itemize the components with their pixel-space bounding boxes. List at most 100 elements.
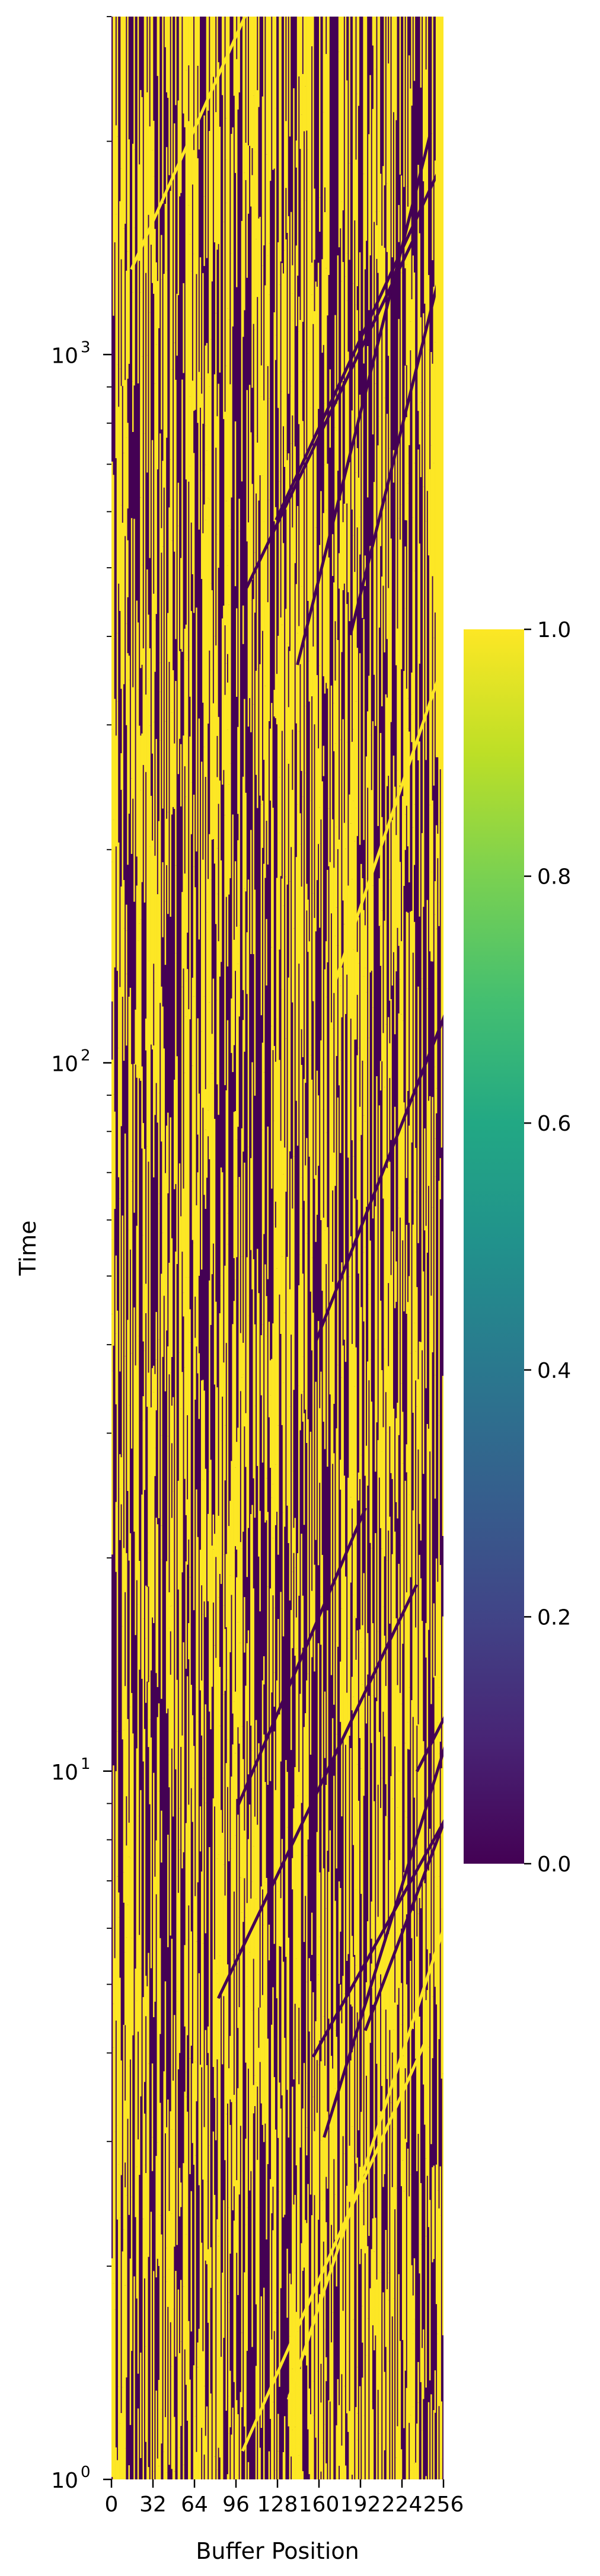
heatmap-cell: [238, 1588, 240, 1643]
heatmap-cell: [334, 2030, 336, 2089]
heatmap-cell: [372, 1924, 374, 2005]
heatmap-cell: [325, 2463, 327, 2479]
heatmap-cell: [275, 1790, 277, 1881]
heatmap-cell: [211, 1545, 213, 1687]
heatmap-cell: [394, 1707, 396, 1747]
heatmap-cell: [238, 1272, 240, 1443]
heatmap-cell: [320, 491, 322, 553]
heatmap-cell: [381, 1778, 383, 2009]
heatmap-cell: [389, 17, 391, 275]
heatmap-cell: [296, 804, 299, 1070]
heatmap-cell: [404, 1480, 406, 1743]
heatmap-cell: [398, 430, 400, 519]
heatmap-cell: [371, 1901, 372, 1939]
heatmap-cell: [333, 868, 335, 993]
heatmap-cell: [304, 86, 307, 201]
heatmap-cell: [232, 1324, 234, 1521]
heatmap-cell: [272, 1323, 274, 1484]
heatmap-cell: [356, 1055, 358, 1200]
heatmap-cell: [308, 440, 310, 661]
heatmap-cell: [153, 1365, 155, 1393]
heatmap-cell: [151, 2063, 154, 2137]
heatmap-cell: [188, 1277, 190, 1540]
x-tick-label: 96: [222, 2492, 250, 2517]
heatmap-streak: [275, 156, 443, 521]
heatmap-cell: [321, 1775, 323, 1821]
heatmap-cell: [325, 2222, 327, 2286]
heatmap-cell: [241, 1949, 243, 2171]
heatmap-cell: [162, 460, 164, 547]
heatmap-cell: [421, 1621, 423, 1883]
heatmap-cell: [312, 2381, 314, 2416]
heatmap-cell: [161, 1273, 162, 1436]
heatmap-cell: [410, 1961, 411, 2175]
heatmap-cell: [234, 1467, 237, 1547]
heatmap-cell: [124, 2448, 126, 2479]
heatmap-cell: [336, 827, 337, 908]
heatmap-cell: [224, 1425, 226, 1481]
heatmap-cell: [413, 571, 416, 805]
heatmap-cell: [298, 2455, 300, 2479]
x-tick-label: 160: [299, 2492, 340, 2517]
heatmap-cell: [286, 2248, 288, 2318]
heatmap-cell: [347, 1996, 349, 2210]
heatmap-cell: [209, 1847, 210, 2092]
heatmap-cell: [122, 17, 123, 270]
heatmap-cell: [181, 892, 183, 987]
heatmap-cell: [306, 1855, 308, 1982]
heatmap-cell: [192, 17, 194, 185]
heatmap-cell: [251, 2010, 253, 2178]
heatmap-cell: [150, 795, 152, 1045]
heatmap-cell: [122, 1626, 123, 1740]
heatmap-cell: [226, 1553, 229, 1680]
heatmap-cell: [366, 1361, 369, 1486]
heatmap-cell: [223, 1605, 225, 1695]
heatmap-cell: [240, 1542, 242, 1643]
heatmap-cell: [407, 483, 409, 699]
heatmap-cell: [406, 911, 408, 1178]
heatmap-cell: [331, 819, 334, 1029]
heatmap-cell: [283, 2416, 286, 2479]
heatmap-cell: [253, 95, 254, 324]
heatmap-cell: [395, 447, 397, 665]
heatmap-cell: [259, 216, 261, 475]
heatmap-cell: [340, 2371, 342, 2479]
heatmap-cell: [346, 253, 348, 301]
heatmap-cell: [149, 648, 151, 726]
heatmap-cell: [419, 1554, 420, 1770]
heatmap-cell: [364, 925, 366, 968]
heatmap-cell: [259, 2447, 261, 2479]
heatmap-cell: [299, 1694, 301, 1903]
heatmap-cell: [212, 1549, 215, 1603]
heatmap-cell: [269, 728, 272, 801]
heatmap-cell: [167, 613, 169, 812]
heatmap-cell: [146, 1146, 148, 1407]
heatmap-cell: [189, 1342, 191, 1577]
heatmap-cell: [320, 2402, 322, 2472]
heatmap-cell: [226, 190, 229, 309]
heatmap-cell: [429, 1096, 431, 1333]
heatmap-cell: [172, 2162, 174, 2309]
heatmap-cell: [293, 553, 295, 661]
heatmap-cell: [228, 2068, 230, 2208]
heatmap-cell: [241, 1257, 243, 1378]
heatmap-cell: [323, 112, 325, 345]
heatmap-cell: [402, 1463, 404, 1644]
heatmap-cell: [137, 2139, 139, 2374]
heatmap-cell: [306, 2083, 308, 2128]
heatmap-cell: [304, 655, 307, 706]
heatmap-cell: [226, 1127, 229, 1214]
heatmap-cell: [302, 1273, 304, 1357]
heatmap-cell: [164, 449, 167, 722]
heatmap-cell: [406, 1224, 408, 1314]
heatmap-cell: [386, 2289, 388, 2335]
heatmap-cell: [253, 1588, 254, 1847]
heatmap-cell: [424, 160, 426, 304]
heatmap-cell: [246, 2207, 248, 2351]
heatmap-cell: [398, 2274, 400, 2479]
heatmap-cell: [285, 609, 287, 877]
heatmap-cell: [194, 2155, 196, 2417]
heatmap-cell: [127, 152, 129, 190]
heatmap-cell: [378, 2433, 381, 2479]
heatmap-cell: [259, 664, 261, 796]
